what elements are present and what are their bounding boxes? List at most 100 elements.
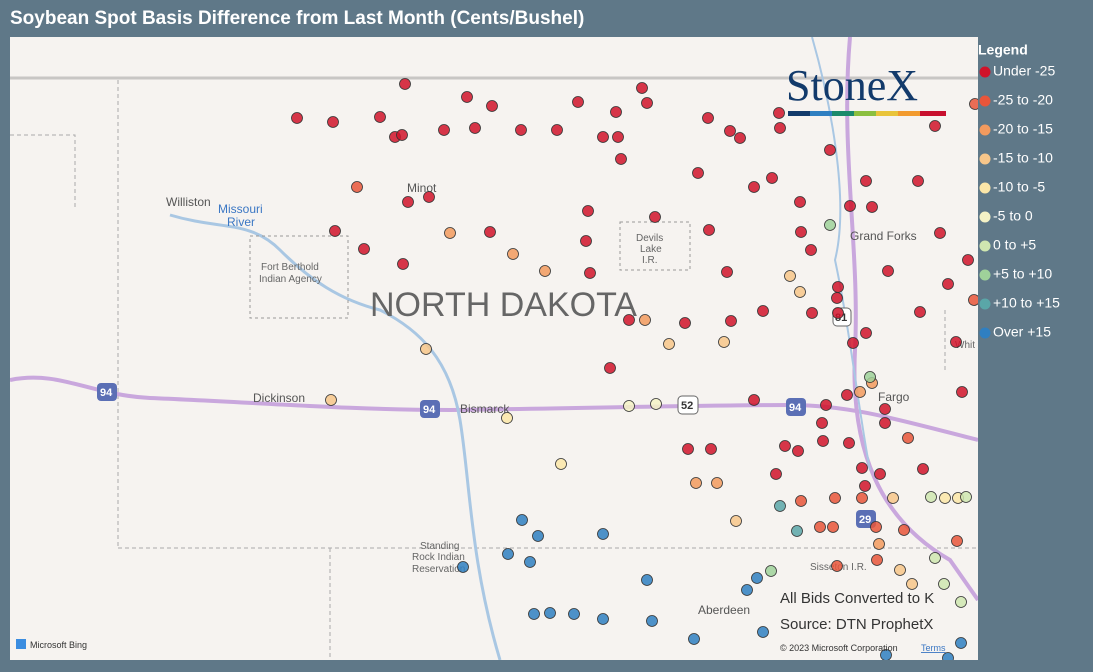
location-dot bbox=[396, 129, 408, 141]
location-dot bbox=[584, 267, 596, 279]
location-dot bbox=[779, 440, 791, 452]
location-dot bbox=[902, 432, 914, 444]
copyright: © 2023 Microsoft Corporation bbox=[780, 643, 898, 653]
bing-logo: Microsoft Bing bbox=[30, 640, 87, 650]
location-dot bbox=[969, 98, 978, 110]
place-label: Dickinson bbox=[253, 391, 305, 405]
location-dot bbox=[641, 574, 653, 586]
location-dot bbox=[484, 226, 496, 238]
legend-label: -5 to 0 bbox=[993, 208, 1033, 224]
location-dot bbox=[942, 278, 954, 290]
location-dot bbox=[929, 120, 941, 132]
location-dot bbox=[925, 491, 937, 503]
location-dot bbox=[690, 477, 702, 489]
location-dot bbox=[612, 131, 624, 143]
location-dot bbox=[827, 521, 839, 533]
place-label: Rock Indian bbox=[412, 552, 465, 563]
location-dot bbox=[399, 78, 411, 90]
location-dot bbox=[469, 122, 481, 134]
place-label: Devils bbox=[636, 233, 663, 244]
location-dot bbox=[502, 548, 514, 560]
legend-swatch bbox=[979, 124, 991, 136]
location-dot bbox=[864, 371, 876, 383]
location-dot bbox=[555, 458, 567, 470]
location-dot bbox=[457, 561, 469, 573]
location-dot bbox=[951, 535, 963, 547]
location-dot bbox=[501, 412, 513, 424]
place-label: Lake bbox=[640, 244, 662, 255]
legend-label: -10 to -5 bbox=[993, 179, 1045, 195]
location-dot bbox=[806, 307, 818, 319]
location-dot bbox=[423, 191, 435, 203]
location-dot bbox=[816, 417, 828, 429]
svg-text:52: 52 bbox=[681, 400, 693, 412]
location-dot bbox=[791, 525, 803, 537]
location-dot bbox=[817, 435, 829, 447]
location-dot bbox=[866, 201, 878, 213]
location-dot bbox=[860, 327, 872, 339]
location-dot bbox=[934, 227, 946, 239]
location-dot bbox=[582, 205, 594, 217]
location-dot bbox=[528, 608, 540, 620]
location-dot bbox=[623, 400, 635, 412]
location-dot bbox=[942, 652, 954, 660]
location-dot bbox=[765, 565, 777, 577]
location-dot bbox=[532, 530, 544, 542]
location-dot bbox=[420, 343, 432, 355]
location-dot bbox=[734, 132, 746, 144]
legend-swatch bbox=[979, 211, 991, 223]
location-dot bbox=[774, 122, 786, 134]
location-dot bbox=[824, 144, 836, 156]
location-dot bbox=[374, 111, 386, 123]
legend-label: Under -25 bbox=[993, 63, 1055, 79]
location-dot bbox=[597, 613, 609, 625]
location-dot bbox=[831, 560, 843, 572]
location-dot bbox=[623, 314, 635, 326]
location-dot bbox=[402, 196, 414, 208]
place-label: River bbox=[227, 215, 255, 229]
note: All Bids Converted to K bbox=[780, 590, 934, 607]
location-dot bbox=[724, 125, 736, 137]
location-dot bbox=[879, 403, 891, 415]
location-dot bbox=[568, 608, 580, 620]
legend: Under -25 -25 to -20 -20 to -15 -15 to -10 -… bbox=[979, 63, 1060, 340]
place-label: Indian Agency bbox=[259, 274, 322, 285]
location-dot bbox=[912, 175, 924, 187]
location-dot bbox=[814, 521, 826, 533]
location-dot bbox=[968, 294, 978, 306]
location-dot bbox=[539, 265, 551, 277]
location-dot bbox=[597, 131, 609, 143]
location-dot bbox=[751, 572, 763, 584]
location-dot bbox=[880, 649, 892, 660]
location-dot bbox=[854, 386, 866, 398]
location-dot bbox=[956, 386, 968, 398]
location-dot bbox=[438, 124, 450, 136]
location-dot bbox=[748, 394, 760, 406]
location-dot bbox=[856, 462, 868, 474]
legend-swatch bbox=[979, 182, 991, 194]
location-dot bbox=[871, 554, 883, 566]
location-dot bbox=[515, 124, 527, 136]
location-dot bbox=[962, 254, 974, 266]
location-dot bbox=[898, 524, 910, 536]
location-dot bbox=[718, 336, 730, 348]
location-dot bbox=[741, 584, 753, 596]
location-dot bbox=[859, 480, 871, 492]
location-dot bbox=[955, 637, 967, 649]
location-dot bbox=[702, 112, 714, 124]
legend-label: 0 to +5 bbox=[993, 237, 1036, 253]
terms-link[interactable]: Terms bbox=[921, 643, 946, 653]
place-label: Williston bbox=[166, 195, 211, 209]
location-dot bbox=[792, 445, 804, 457]
legend-swatch bbox=[979, 240, 991, 252]
location-dot bbox=[873, 538, 885, 550]
location-dot bbox=[604, 362, 616, 374]
location-dot bbox=[650, 398, 662, 410]
location-dot bbox=[794, 286, 806, 298]
location-dot bbox=[832, 307, 844, 319]
location-dot bbox=[516, 514, 528, 526]
location-dot bbox=[831, 292, 843, 304]
location-dot bbox=[766, 172, 778, 184]
